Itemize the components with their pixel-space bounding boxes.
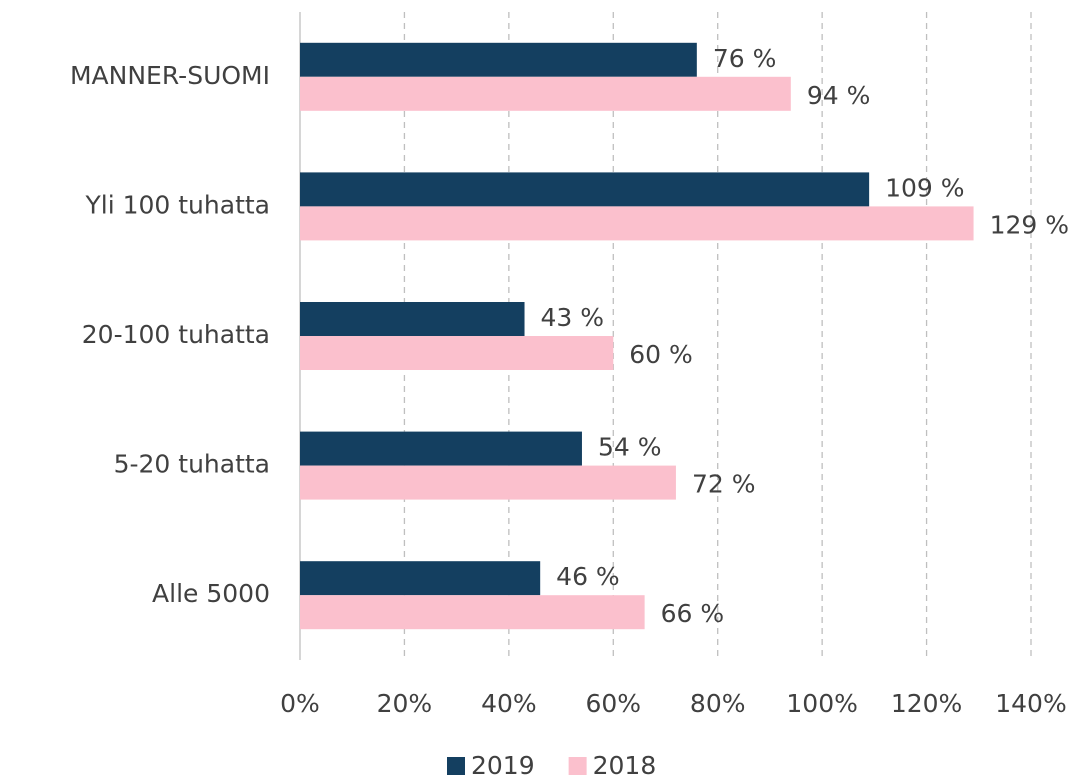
legend-label: 2019 — [471, 751, 535, 778]
data-label: 60 % — [629, 340, 693, 369]
x-tick-label: 120% — [891, 689, 962, 718]
bar — [300, 206, 974, 241]
y-tick-label: Alle 5000 — [152, 579, 270, 608]
bar — [300, 465, 676, 500]
bar — [300, 172, 870, 207]
y-tick-label: Yli 100 tuhatta — [84, 190, 270, 219]
bar — [300, 76, 791, 111]
data-label: 54 % — [598, 433, 662, 462]
y-tick-label: 5-20 tuhatta — [114, 450, 270, 479]
x-tick-label: 80% — [690, 689, 746, 718]
legend-swatch — [568, 757, 587, 775]
data-label: 46 % — [556, 562, 620, 591]
bar — [300, 595, 645, 630]
data-label: 94 % — [807, 81, 871, 110]
x-tick-label: 100% — [786, 689, 857, 718]
bar — [300, 42, 697, 77]
bar — [300, 336, 614, 370]
y-tick-label: 20-100 tuhatta — [82, 320, 270, 349]
legend-label: 2018 — [593, 751, 657, 778]
x-tick-label: 60% — [585, 689, 641, 718]
data-label: 129 % — [990, 210, 1069, 239]
x-tick-label: 0% — [280, 689, 320, 718]
bar — [300, 431, 582, 466]
x-tick-label: 40% — [481, 689, 537, 718]
data-label: 43 % — [541, 303, 605, 332]
bar — [300, 302, 525, 336]
data-label: 109 % — [885, 173, 964, 202]
data-label: 66 % — [661, 599, 725, 628]
data-label: 72 % — [692, 470, 756, 499]
bar — [300, 561, 541, 596]
y-tick-label: MANNER-SUOMI — [70, 61, 270, 90]
x-tick-label: 20% — [377, 689, 433, 718]
x-tick-label: 140% — [995, 689, 1066, 718]
data-label: 76 % — [713, 44, 777, 73]
legend-swatch — [447, 757, 465, 775]
